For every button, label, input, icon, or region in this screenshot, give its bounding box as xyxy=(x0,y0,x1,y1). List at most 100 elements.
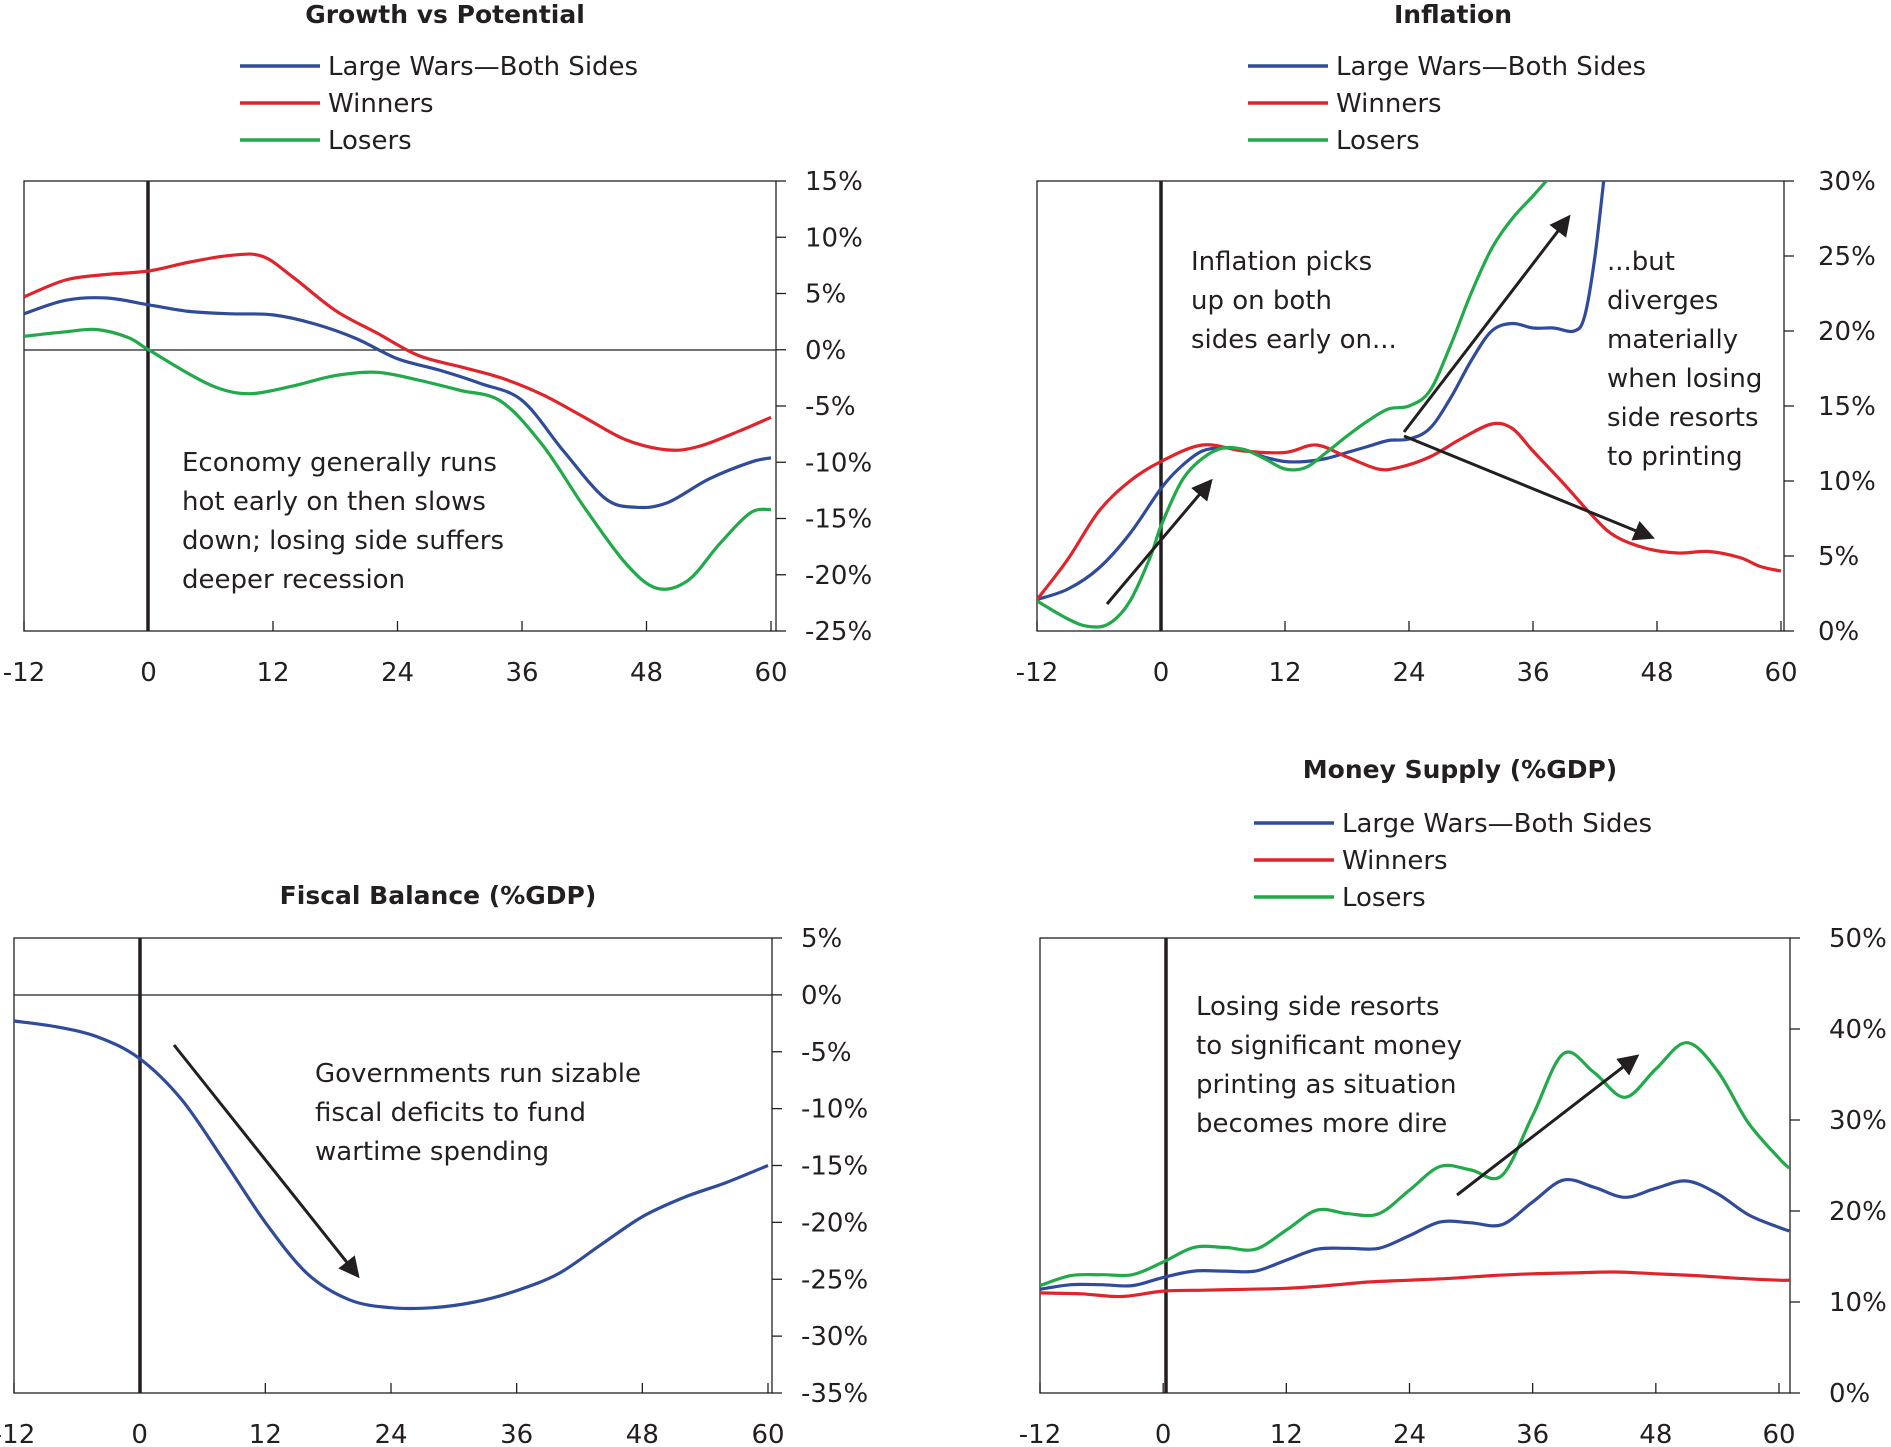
y-tick-label: 20% xyxy=(1829,1197,1887,1227)
y-tick-label: 40% xyxy=(1829,1015,1887,1045)
fiscal-y-axis: 5% 0% -5% -10% -15% -20% -25% -30% -35% xyxy=(772,924,868,1409)
growth-panel: Growth vs Potential Large Wars—Both Side… xyxy=(3,0,872,688)
y-tick-label: -35% xyxy=(801,1379,868,1409)
x-tick-label: 12 xyxy=(249,1420,282,1447)
x-tick-label: 12 xyxy=(256,658,289,688)
x-tick-label: 48 xyxy=(1639,1420,1672,1447)
inflation-annotation-line: to printing xyxy=(1607,442,1743,472)
y-tick-label: -15% xyxy=(805,505,872,535)
money-arrow xyxy=(1456,1054,1640,1197)
inflation-annotation-line: Inflation picks xyxy=(1191,247,1372,277)
growth-plot-frame xyxy=(23,180,777,632)
y-tick-label: 30% xyxy=(1829,1106,1887,1136)
money-annotation-line: printing as situation xyxy=(1196,1070,1456,1100)
growth-legend: Large Wars—Both Sides Winners Losers xyxy=(240,52,638,156)
inflation-arrow-losers xyxy=(1402,214,1571,433)
series-line-losers xyxy=(1040,1041,1790,1288)
x-tick-label: 36 xyxy=(1516,658,1549,688)
y-tick-label: 0% xyxy=(805,336,846,366)
inflation-panel: Inflation Large Wars—Both Sides Winners … xyxy=(1016,0,1876,688)
legend-label-losers: Losers xyxy=(1342,883,1426,913)
y-tick-label: 50% xyxy=(1829,924,1887,954)
y-tick-label: -15% xyxy=(801,1152,868,1182)
series-line-both-sides xyxy=(1040,1177,1790,1291)
growth-x-axis: -12 0 12 24 36 48 60 xyxy=(3,621,788,688)
growth-annotation: Economy generally runs hot early on then… xyxy=(182,448,504,595)
money-annotation-line: to significant money xyxy=(1196,1031,1462,1061)
inflation-annotation-diverge: ...but diverges materially when losing s… xyxy=(1607,247,1762,472)
money-series xyxy=(1040,1041,1790,1299)
growth-annotation-line: Economy generally runs xyxy=(182,448,497,478)
y-tick-label: -5% xyxy=(805,392,856,422)
fiscal-x-axis: -12 0 12 24 36 48 60 xyxy=(0,1383,785,1447)
legend-label-both-sides: Large Wars—Both Sides xyxy=(328,52,638,82)
money-annotation: Losing side resorts to significant money… xyxy=(1196,992,1462,1139)
y-tick-label: -10% xyxy=(805,448,872,478)
inflation-arrow-early xyxy=(1105,478,1213,605)
y-tick-label: -10% xyxy=(801,1095,868,1125)
growth-annotation-line: deeper recession xyxy=(182,565,405,595)
y-tick-label: -20% xyxy=(801,1208,868,1238)
x-tick-label: 12 xyxy=(1270,1420,1303,1447)
fiscal-annotation-line: fiscal deficits to fund xyxy=(315,1098,586,1128)
y-tick-label: 0% xyxy=(1818,617,1859,647)
y-tick-label: -30% xyxy=(801,1322,868,1352)
series-line-winners xyxy=(1037,421,1782,601)
fiscal-arrow xyxy=(172,1044,360,1279)
growth-annotation-line: down; losing side suffers xyxy=(182,526,504,556)
money-y-axis: 50% 40% 30% 20% 10% 0% xyxy=(1790,924,1887,1409)
inflation-title: Inflation xyxy=(1394,0,1512,29)
series-line-winners xyxy=(24,252,772,452)
inflation-x-axis: -12 0 12 24 36 48 60 xyxy=(1016,621,1798,688)
x-tick-label: 48 xyxy=(1640,658,1673,688)
fiscal-panel: Fiscal Balance (%GDP) -12 0 12 24 36 48 60 5% 0… xyxy=(0,881,868,1447)
inflation-annotation-line: diverges xyxy=(1607,286,1718,316)
growth-annotation-line: hot early on then slows xyxy=(182,487,486,517)
x-tick-label: -12 xyxy=(0,1420,35,1447)
growth-title: Growth vs Potential xyxy=(305,0,585,29)
x-tick-label: 0 xyxy=(140,658,157,688)
y-tick-label: 20% xyxy=(1818,317,1876,347)
x-tick-label: -12 xyxy=(3,658,45,688)
x-tick-label: 48 xyxy=(626,1420,659,1447)
inflation-series xyxy=(1037,181,1782,629)
legend-label-winners: Winners xyxy=(328,89,434,119)
x-tick-label: 36 xyxy=(505,658,538,688)
y-tick-label: 15% xyxy=(1818,392,1876,422)
legend-label-winners: Winners xyxy=(1336,89,1442,119)
y-tick-label: 5% xyxy=(1818,542,1859,572)
money-legend: Large Wars—Both Sides Winners Losers xyxy=(1254,809,1652,913)
x-tick-label: 60 xyxy=(1764,658,1797,688)
inflation-annotation-line: ...but xyxy=(1607,247,1675,277)
y-tick-label: -25% xyxy=(801,1265,868,1295)
x-tick-label: 24 xyxy=(1393,1420,1426,1447)
y-tick-label: 0% xyxy=(1829,1379,1870,1409)
x-tick-label: 24 xyxy=(374,1420,407,1447)
growth-y-axis: 15% 10% 5% 0% -5% -10% -15% -20% -25% xyxy=(776,167,872,647)
x-tick-label: 48 xyxy=(630,658,663,688)
legend-label-both-sides: Large Wars—Both Sides xyxy=(1336,52,1646,82)
x-tick-label: -12 xyxy=(1016,658,1058,688)
inflation-legend: Large Wars—Both Sides Winners Losers xyxy=(1248,52,1646,156)
legend-label-losers: Losers xyxy=(328,126,412,156)
y-tick-label: 25% xyxy=(1818,242,1876,272)
inflation-arrow-winners xyxy=(1403,434,1655,541)
inflation-annotation-line: materially xyxy=(1607,325,1738,355)
money-annotation-line: Losing side resorts xyxy=(1196,992,1439,1022)
x-tick-label: 60 xyxy=(1762,1420,1795,1447)
y-tick-label: 10% xyxy=(1829,1288,1887,1318)
x-tick-label: 0 xyxy=(1155,1420,1172,1447)
y-tick-label: 10% xyxy=(1818,467,1876,497)
y-tick-label: 0% xyxy=(801,981,842,1011)
fiscal-annotation-line: Governments run sizable xyxy=(315,1059,641,1089)
x-tick-label: 24 xyxy=(1392,658,1425,688)
legend-label-both-sides: Large Wars—Both Sides xyxy=(1342,809,1652,839)
x-tick-label: 0 xyxy=(1153,658,1170,688)
inflation-annotation-early: Inflation picks up on both sides early o… xyxy=(1191,247,1397,355)
y-tick-label: -5% xyxy=(801,1038,852,1068)
y-tick-label: 15% xyxy=(805,167,863,197)
series-line-both-sides xyxy=(14,1019,769,1311)
series-line-losers xyxy=(1037,181,1549,629)
inflation-annotation-line: when losing xyxy=(1607,364,1762,394)
